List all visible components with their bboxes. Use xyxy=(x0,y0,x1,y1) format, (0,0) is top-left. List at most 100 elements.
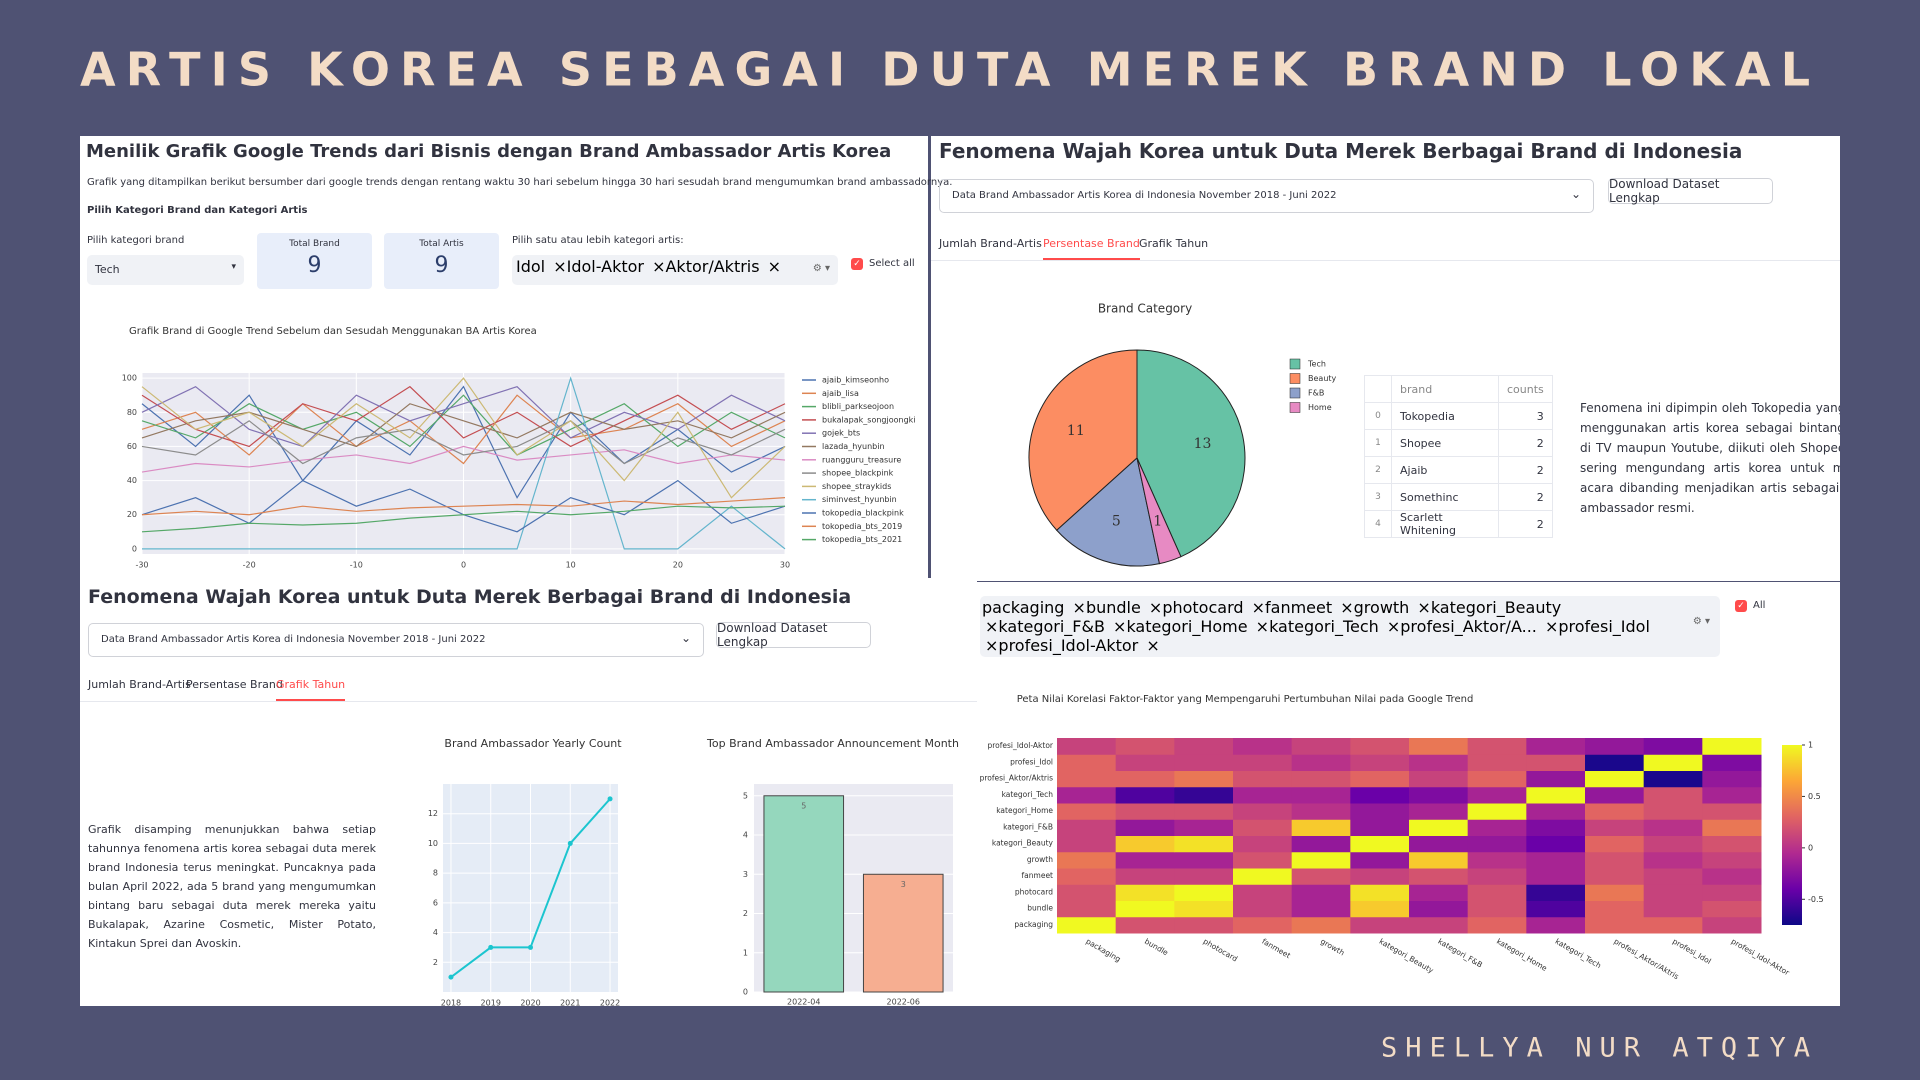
heat-cell xyxy=(1174,803,1234,820)
tab[interactable]: Grafik Tahun xyxy=(1139,237,1209,250)
row-label: photocard xyxy=(1015,887,1053,896)
chevron: ▾ xyxy=(231,262,236,272)
heat-cell xyxy=(1115,835,1175,853)
cell: Tokopedia xyxy=(1391,402,1499,430)
x-tick-label: 2022 xyxy=(600,999,620,1008)
heat-cell xyxy=(1409,884,1469,901)
y-tick-label: 1 xyxy=(743,948,748,957)
tag[interactable]: profesi_Aktor/A... × xyxy=(1400,617,1559,636)
tab[interactable]: Persentase Brand xyxy=(186,678,283,691)
tag[interactable]: kategori_Home × xyxy=(1126,617,1270,636)
tab[interactable]: Grafik Tahun xyxy=(276,678,346,701)
heat-cell xyxy=(1467,770,1527,788)
y-tick-label: 40 xyxy=(127,476,137,485)
column-label: fanmeet xyxy=(1260,937,1292,961)
heat-cell xyxy=(1409,819,1469,836)
column-label: kategori_Tech xyxy=(1554,937,1603,971)
tab[interactable]: Persentase Brand xyxy=(1043,237,1140,260)
tag[interactable]: profesi_Idol × xyxy=(985,617,1650,655)
select-value: Tech xyxy=(95,263,120,276)
heat-cell xyxy=(1467,819,1527,836)
data-line xyxy=(142,376,786,550)
tab[interactable]: Jumlah Brand-Artis xyxy=(939,237,1042,250)
tag[interactable]: kategori_Tech × xyxy=(1269,617,1401,636)
heat-cell xyxy=(1585,770,1645,788)
heat-cell xyxy=(1467,803,1527,820)
pie-slice xyxy=(1056,457,1161,567)
data-line xyxy=(141,394,786,465)
heat-cell xyxy=(1115,786,1175,804)
x-tick-label: 0 xyxy=(461,561,466,570)
tag[interactable]: Idol × xyxy=(516,257,567,276)
heat-cell xyxy=(1115,900,1175,918)
heat-cell xyxy=(1174,884,1234,901)
heat-cell xyxy=(1115,754,1175,771)
heat-cell xyxy=(1585,819,1645,836)
tag[interactable]: profesi_Idol-Aktor × xyxy=(998,636,1160,655)
data-line xyxy=(141,385,786,448)
legend-label: bukalapak_songjoongki xyxy=(822,415,916,424)
y-tick-label: 6 xyxy=(433,898,438,907)
row-label: kategori_Tech xyxy=(1002,790,1054,799)
artist-multiselect[interactable]: Idol ×Idol-Aktor ×Aktor/Aktris × ⚙ ▾ xyxy=(512,255,838,285)
tag[interactable]: Idol-Aktor × xyxy=(566,257,666,276)
tab[interactable]: Jumlah Brand-Artis xyxy=(88,678,191,691)
tag[interactable]: bundle × xyxy=(1085,598,1163,617)
heat-cell xyxy=(1409,900,1469,918)
variable-multiselect[interactable]: packaging ×bundle ×photocard ×fanmeet ×g… xyxy=(980,596,1720,657)
tag-remove: × xyxy=(1255,617,1270,636)
tag[interactable]: kategori_F&B × xyxy=(998,617,1127,636)
heat-cell xyxy=(1291,900,1351,918)
column-label: photocard xyxy=(1202,937,1240,964)
heat-cell xyxy=(1467,916,1527,934)
legend-label: shopee_straykids xyxy=(822,482,891,491)
heat-cell xyxy=(1585,900,1645,918)
data-line xyxy=(141,394,786,456)
heat-cell xyxy=(1585,835,1645,853)
heat-cell xyxy=(1643,868,1703,885)
heat-cell xyxy=(1585,803,1645,820)
dataset-select[interactable]: Data Brand Ambassador Artis Korea di Ind… xyxy=(939,179,1594,213)
heat-cell xyxy=(1057,916,1117,934)
heat-cell xyxy=(1174,770,1234,788)
legend-label: Home xyxy=(1308,403,1332,412)
heat-cell xyxy=(1174,851,1234,869)
heat-cell xyxy=(1409,851,1469,869)
pie-slice xyxy=(1028,349,1138,531)
slice-label: 5 xyxy=(1112,514,1121,530)
heat-cell xyxy=(1233,851,1293,869)
checkbox[interactable]: ✓ xyxy=(851,258,863,270)
column-label: kategori_F&B xyxy=(1436,937,1484,970)
heat-cell xyxy=(1350,851,1410,869)
heat-cell xyxy=(1057,884,1117,901)
checkbox[interactable]: ✓ xyxy=(1735,600,1747,612)
brand-select[interactable]: Tech ▾ xyxy=(87,255,244,285)
y-tick-label: 2 xyxy=(433,958,438,967)
x-tick-label: 2019 xyxy=(481,999,501,1008)
heat-cell xyxy=(1057,900,1117,918)
heat-cell xyxy=(1585,786,1645,804)
tag[interactable]: growth × xyxy=(1353,598,1431,617)
tag[interactable]: kategori_Beauty × xyxy=(985,598,1562,636)
tag[interactable]: Aktor/Aktris × xyxy=(665,257,782,276)
heat-cell xyxy=(1233,738,1293,755)
y-tick-label: 20 xyxy=(127,510,137,519)
checkbox-label: All xyxy=(1753,600,1766,611)
legend-label: tokopedia_bts_2021 xyxy=(822,535,902,544)
download-button[interactable]: Download Dataset Lengkap xyxy=(716,621,871,649)
heat-cell xyxy=(1702,770,1762,788)
heat-cell xyxy=(1467,868,1527,885)
legend-label: siminvest_hyunbin xyxy=(822,495,897,504)
heat-cell xyxy=(1526,851,1586,869)
column-label: profesi_Idol xyxy=(1671,937,1713,966)
heat-cell xyxy=(1409,786,1469,804)
tag[interactable]: fanmeet × xyxy=(1265,598,1354,617)
tag-remove: × xyxy=(1417,598,1431,617)
download-button[interactable]: Download Dataset Lengkap xyxy=(1608,177,1773,205)
tag[interactable]: packaging × xyxy=(982,598,1086,617)
dataset-select[interactable]: Data Brand Ambassador Artis Korea di Ind… xyxy=(88,623,704,657)
tag[interactable]: photocard × xyxy=(1162,598,1266,617)
data-line xyxy=(141,497,786,516)
heat-cell xyxy=(1526,786,1586,804)
